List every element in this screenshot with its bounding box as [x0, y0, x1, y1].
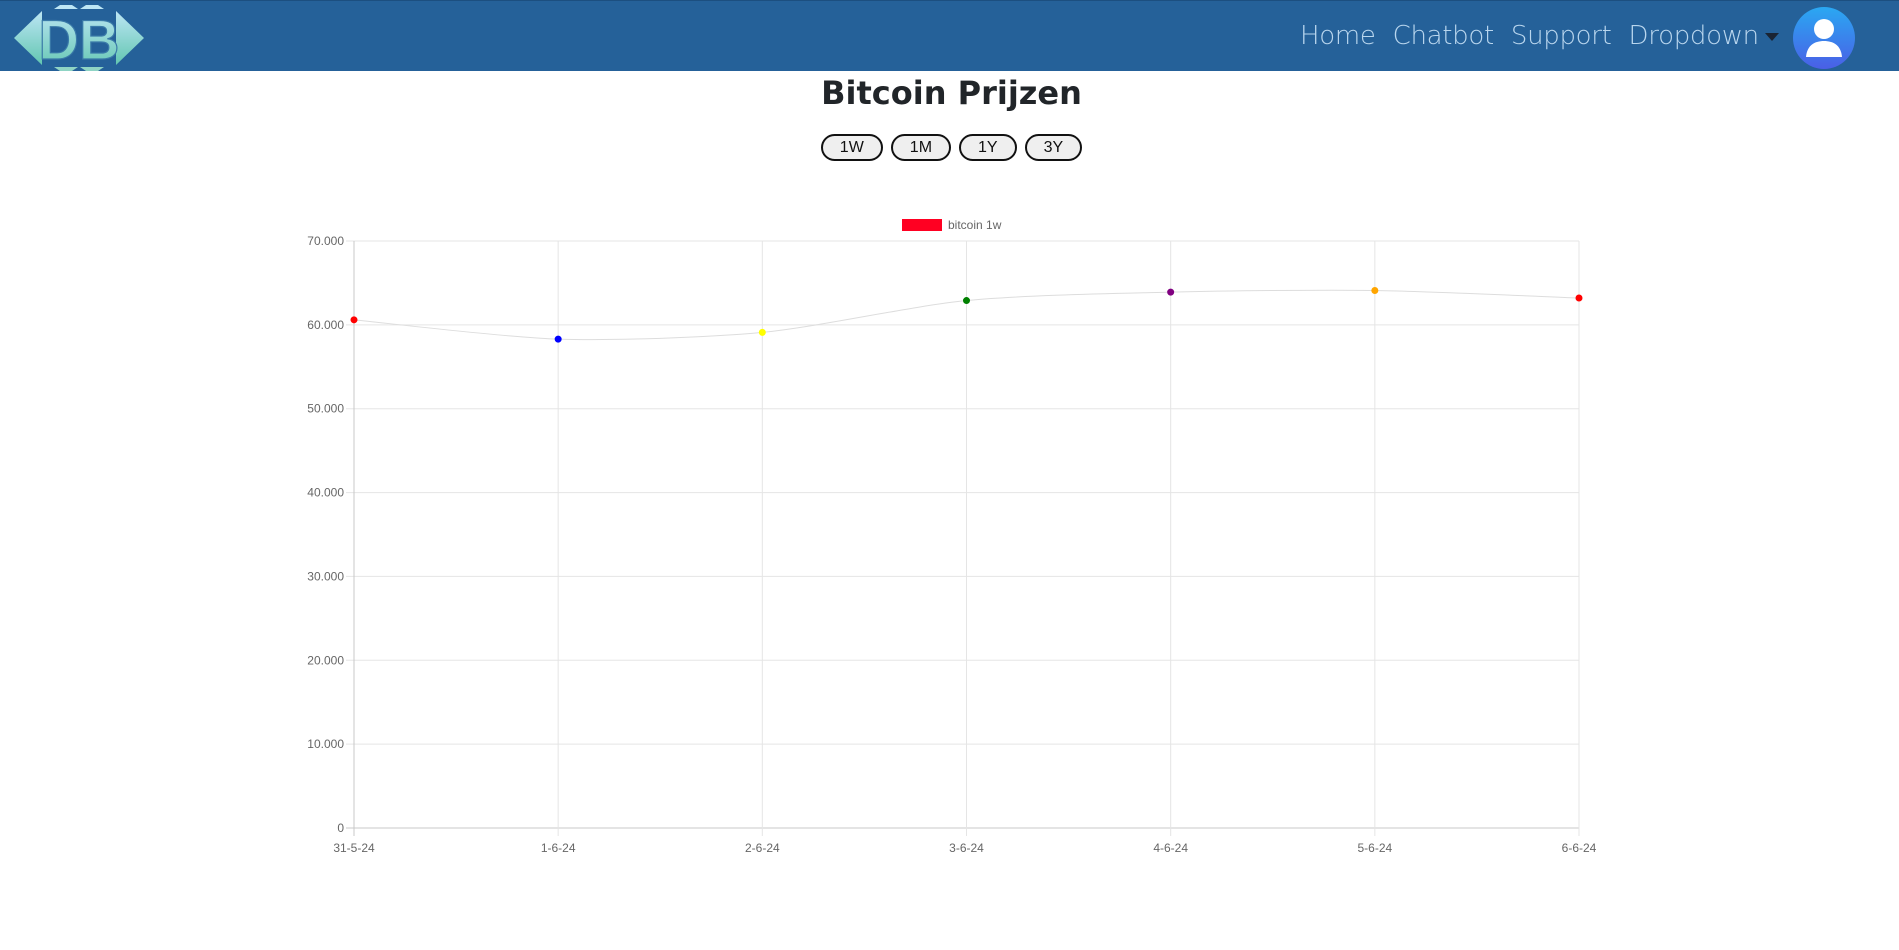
y-tick-label: 30.000 — [307, 569, 344, 583]
nav-links: Home Chatbot Support Dropdown — [1300, 21, 1779, 51]
nav-chatbot-link[interactable]: Chatbot — [1392, 21, 1495, 51]
x-tick-label: 2-6-24 — [745, 841, 780, 855]
nav-support-link[interactable]: Support — [1510, 21, 1612, 51]
legend-label[interactable]: bitcoin 1w — [948, 218, 1002, 232]
range-1y-button[interactable]: 1Y — [959, 134, 1017, 161]
db-logo[interactable]: DB — [14, 5, 144, 71]
y-tick-label: 20.000 — [307, 653, 344, 667]
data-point[interactable] — [963, 297, 970, 305]
x-tick-label: 4-6-24 — [1153, 841, 1188, 855]
x-tick-label: 1-6-24 — [541, 841, 576, 855]
nav-home-link[interactable]: Home — [1300, 21, 1376, 51]
range-1w-button[interactable]: 1W — [820, 134, 883, 161]
data-point[interactable] — [350, 316, 358, 324]
data-point[interactable] — [1167, 288, 1175, 296]
caret-down-icon[interactable] — [1764, 33, 1779, 41]
range-3y-button[interactable]: 3Y — [1024, 134, 1083, 161]
svg-text:DB: DB — [39, 8, 120, 71]
nav-dropdown-label[interactable]: Dropdown — [1628, 21, 1760, 51]
y-tick-label: 50.000 — [307, 402, 344, 416]
data-point[interactable] — [758, 328, 766, 336]
legend-swatch[interactable] — [902, 219, 942, 231]
top-navbar: DB Home Chatbot Support Dropdown — [0, 0, 1899, 71]
y-tick-label: 40.000 — [307, 486, 344, 500]
x-tick-label: 31-5-24 — [333, 841, 375, 855]
y-tick-label: 70.000 — [307, 234, 344, 248]
x-axis-ticks: 31-5-24 1-6-24 2-6-24 3-6-24 4-6-24 5-6-24 6-6… — [333, 841, 1596, 855]
y-tick-label: 60.000 — [307, 318, 344, 332]
range-1m-button[interactable]: 1M — [890, 134, 952, 161]
x-tick-label: 6-6-24 — [1562, 841, 1597, 855]
data-point[interactable] — [1371, 286, 1379, 294]
chart-grid — [346, 240, 1580, 836]
data-point[interactable] — [554, 335, 562, 343]
nav-dropdown[interactable]: Dropdown — [1629, 21, 1779, 51]
y-tick-label: 10.000 — [307, 737, 344, 751]
user-avatar-icon[interactable] — [1793, 7, 1855, 69]
x-tick-label: 3-6-24 — [949, 841, 984, 855]
y-tick-label: 0 — [337, 821, 344, 835]
series-points — [350, 286, 1583, 343]
data-point[interactable] — [1575, 294, 1583, 302]
range-button-group: 1W 1M 1Y 3Y — [0, 134, 1899, 161]
y-axis-ticks: 0 10.000 20.000 30.000 40.000 50.000 60.000 70.… — [307, 234, 344, 835]
x-tick-label: 5-6-24 — [1357, 841, 1392, 855]
page-title: Bitcoin Prijzen — [821, 74, 1082, 112]
